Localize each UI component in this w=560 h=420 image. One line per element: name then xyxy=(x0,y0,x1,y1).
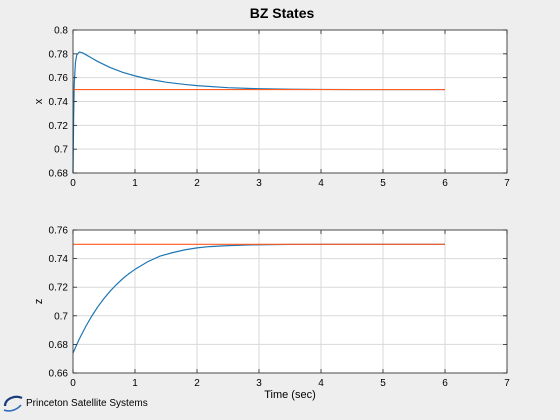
y-tick-label: 0.7 xyxy=(54,311,68,322)
y-tick-label: 0.8 xyxy=(54,26,68,37)
x-tick-label: 4 xyxy=(318,378,324,389)
x-tick-label: 5 xyxy=(380,178,386,189)
x-axis-label: Time (sec) xyxy=(264,389,316,401)
axes-box xyxy=(72,229,508,374)
y-tick-label: 0.72 xyxy=(49,283,69,294)
y-tick-label: 0.74 xyxy=(49,97,69,108)
x-tick-label: 4 xyxy=(318,178,324,189)
company-logo: Princeton Satellite Systems xyxy=(2,392,148,414)
x-tick-label: 3 xyxy=(256,378,262,389)
y-tick-label: 0.68 xyxy=(49,169,69,180)
x-tick-label: 7 xyxy=(504,178,510,189)
x-tick-label: 5 xyxy=(380,378,386,389)
y-axis-label: x xyxy=(33,98,45,104)
y-tick-label: 0.76 xyxy=(49,73,69,84)
company-name: Princeton Satellite Systems xyxy=(26,397,148,409)
x-tick-label: 2 xyxy=(194,178,200,189)
x-tick-label: 3 xyxy=(256,178,262,189)
x-tick-label: 6 xyxy=(442,378,448,389)
y-tick-label: 0.68 xyxy=(49,340,69,351)
axes-2: 0 1 2 3 4 5 6 7 0.66 0.68 0.7 0.72 0.74 0.76 z Time (se… xyxy=(33,226,510,402)
y-tick-label: 0.74 xyxy=(49,254,69,265)
x-tick-label: 1 xyxy=(132,178,138,189)
y-tick-label: 0.66 xyxy=(49,369,69,380)
x-tick-label: 0 xyxy=(70,178,76,189)
y-tick-label: 0.7 xyxy=(54,145,68,156)
x-tick-label: 0 xyxy=(70,378,76,389)
plot-area xyxy=(73,230,507,373)
satellite-orbit-icon xyxy=(3,395,23,412)
axes-1: 0 1 2 3 4 5 6 7 0.68 0.7 0.72 0.74 0.76 0.78 0.8 x xyxy=(33,26,510,190)
x-tick-label: 1 xyxy=(132,378,138,389)
y-tick-label: 0.78 xyxy=(49,49,69,60)
x-tick-label: 2 xyxy=(194,378,200,389)
x-tick-label: 6 xyxy=(442,178,448,189)
figure-title: BZ States xyxy=(250,5,315,21)
y-tick-label: 0.72 xyxy=(49,121,69,132)
x-tick-label: 7 xyxy=(504,378,510,389)
y-tick-label: 0.76 xyxy=(49,226,69,237)
y-axis-label: z xyxy=(33,299,45,305)
